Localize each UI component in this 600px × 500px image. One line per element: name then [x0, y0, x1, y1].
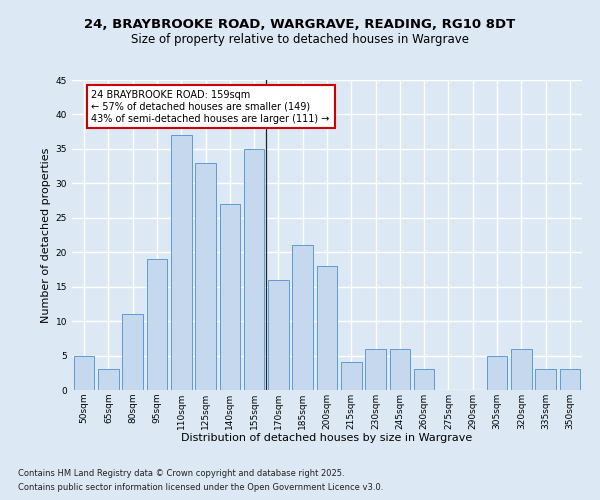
Bar [268, 280, 289, 390]
Bar [414, 370, 434, 390]
Bar [122, 314, 143, 390]
X-axis label: Distribution of detached houses by size in Wargrave: Distribution of detached houses by size … [181, 434, 473, 444]
Y-axis label: Number of detached properties: Number of detached properties [41, 148, 52, 322]
Bar [244, 149, 265, 390]
Bar [511, 348, 532, 390]
Bar [195, 162, 216, 390]
Text: Size of property relative to detached houses in Wargrave: Size of property relative to detached ho… [131, 32, 469, 46]
Bar [535, 370, 556, 390]
Bar [220, 204, 240, 390]
Bar [365, 348, 386, 390]
Text: Contains public sector information licensed under the Open Government Licence v3: Contains public sector information licen… [18, 484, 383, 492]
Bar [146, 259, 167, 390]
Bar [389, 348, 410, 390]
Text: 24 BRAYBROOKE ROAD: 159sqm
← 57% of detached houses are smaller (149)
43% of sem: 24 BRAYBROOKE ROAD: 159sqm ← 57% of deta… [91, 90, 330, 124]
Bar [292, 246, 313, 390]
Bar [98, 370, 119, 390]
Bar [171, 135, 191, 390]
Text: 24, BRAYBROOKE ROAD, WARGRAVE, READING, RG10 8DT: 24, BRAYBROOKE ROAD, WARGRAVE, READING, … [85, 18, 515, 30]
Text: Contains HM Land Registry data © Crown copyright and database right 2025.: Contains HM Land Registry data © Crown c… [18, 468, 344, 477]
Bar [560, 370, 580, 390]
Bar [341, 362, 362, 390]
Bar [317, 266, 337, 390]
Bar [74, 356, 94, 390]
Bar [487, 356, 508, 390]
